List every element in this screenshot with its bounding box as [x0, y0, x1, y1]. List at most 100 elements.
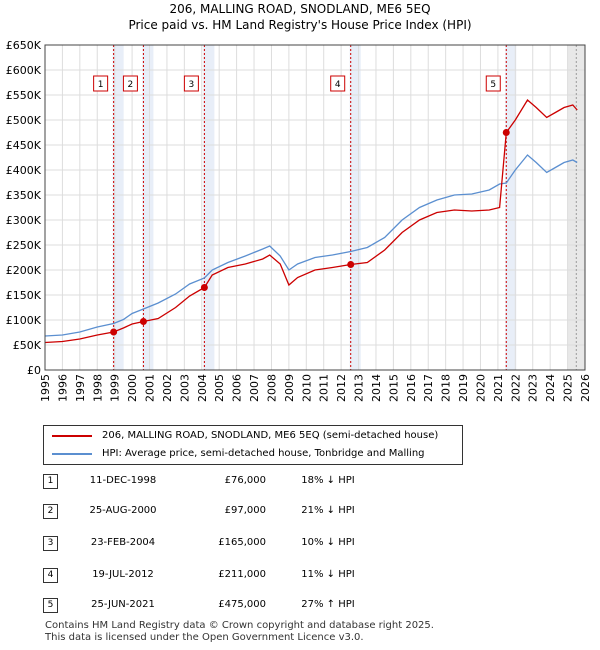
y-tick-label: £250K: [6, 239, 42, 252]
x-tick-label: 2017: [422, 374, 435, 402]
legend-swatch-property: [52, 435, 92, 437]
y-tick-label: £500K: [6, 114, 42, 127]
x-tick-label: 2004: [196, 374, 209, 402]
x-tick-label: 2009: [283, 374, 296, 402]
legend-label-property: 206, MALLING ROAD, SNODLAND, ME6 5EQ (se…: [102, 430, 439, 441]
x-tick-label: 2019: [457, 374, 470, 402]
table-row: 4 19-JUL-2012 £211,000 11% ↓ HPI: [43, 566, 463, 586]
sale-marker-label-5: 5: [490, 80, 496, 90]
sale-marker-box-2: [122, 75, 138, 92]
y-tick-label: £650K: [6, 39, 42, 52]
table-row: 3 23-FEB-2004 £165,000 10% ↓ HPI: [43, 534, 463, 554]
x-tick-label: 1999: [109, 374, 122, 402]
sale-marker-label-4: 4: [335, 80, 341, 90]
x-tick-label: 2016: [405, 374, 418, 402]
sale-point-4: [347, 261, 355, 268]
y-tick-label: £400K: [6, 164, 42, 177]
x-tick-label: 1996: [56, 374, 69, 402]
x-tick-label: 2000: [126, 374, 139, 402]
x-tick-label: 2006: [231, 374, 244, 402]
sale-marker-box-5: [485, 75, 501, 92]
legend-entry-hpi: HPI: Average price, semi-detached house,…: [52, 446, 425, 462]
sale-price: £165,000: [218, 537, 266, 548]
sale-band-2: [142, 45, 154, 370]
table-row: 1 11-DEC-1998 £76,000 18% ↓ HPI: [43, 472, 463, 492]
price-chart: 1 2 3 4 5 £0 £50K £100K £150K £200K £250K £300K £35…: [6, 39, 592, 402]
x-tick-label: 2003: [178, 374, 191, 402]
legend-label-hpi: HPI: Average price, semi-detached house,…: [102, 448, 425, 459]
x-tick-label: 2012: [335, 374, 348, 402]
sale-marker-box-1: [93, 75, 109, 92]
legend-swatch-hpi: [52, 453, 92, 455]
y-tick-label: £50K: [13, 339, 42, 352]
x-tick-label: 2007: [248, 374, 261, 402]
x-tick-label: 1998: [91, 374, 104, 402]
sale-marker-box-4: [330, 75, 346, 92]
sale-date: 19-JUL-2012: [92, 569, 154, 580]
y-tick-label: £600K: [6, 64, 42, 77]
y-tick-label: £550K: [6, 89, 42, 102]
sale-price: £76,000: [224, 475, 266, 486]
table-row: 5 25-JUN-2021 £475,000 27% ↑ HPI: [43, 596, 463, 616]
sale-hpi-diff: 27% ↑ HPI: [301, 599, 355, 610]
sale-number-badge: 3: [43, 536, 58, 551]
sale-hpi-diff: 10% ↓ HPI: [301, 537, 355, 548]
x-tick-label: 2005: [213, 374, 226, 402]
y-tick-label: £200K: [6, 264, 42, 277]
x-tick-label: 2010: [300, 374, 313, 402]
x-tick-label: 2020: [474, 374, 487, 402]
footer: Contains HM Land Registry data © Crown c…: [45, 620, 434, 644]
sale-point-5: [502, 129, 510, 136]
y-tick-label: £300K: [6, 214, 42, 227]
chart-legend: 206, MALLING ROAD, SNODLAND, ME6 5EQ (se…: [43, 425, 463, 465]
x-tick-label: 2015: [387, 374, 400, 402]
x-tick-label: 2024: [544, 374, 557, 402]
legend-entry-property: 206, MALLING ROAD, SNODLAND, ME6 5EQ (se…: [52, 428, 438, 444]
y-tick-label: £150K: [6, 289, 42, 302]
sale-number-badge: 1: [43, 474, 58, 489]
x-tick-label: 1997: [74, 374, 87, 402]
x-tick-label: 1995: [39, 374, 52, 402]
x-tick-label: 2018: [440, 374, 453, 402]
sale-band-5: [505, 45, 517, 370]
x-tick-label: 2002: [161, 374, 174, 402]
x-tick-label: 2025: [562, 374, 575, 402]
sale-number-badge: 2: [43, 504, 58, 519]
chart-subtitle: Price paid vs. HM Land Registry's House …: [128, 18, 472, 32]
x-tick-label: 2001: [144, 374, 157, 402]
footer-license: This data is licensed under the Open Gov…: [45, 632, 364, 643]
sale-marker-label-1: 1: [98, 80, 104, 90]
sale-number-badge: 5: [43, 598, 58, 613]
footer-copyright: Contains HM Land Registry data © Crown c…: [45, 620, 434, 631]
sale-point-3: [200, 284, 208, 291]
sale-date: 23-FEB-2004: [90, 537, 156, 548]
chart-title: 206, MALLING ROAD, SNODLAND, ME6 5EQ: [169, 2, 431, 16]
sale-band-3: [203, 45, 215, 370]
sale-hpi-diff: 21% ↓ HPI: [301, 505, 355, 516]
sale-date: 25-JUN-2021: [91, 599, 155, 610]
y-tick-label: £450K: [6, 139, 42, 152]
sale-marker-label-2: 2: [128, 80, 134, 90]
x-tick-label: 2013: [353, 374, 366, 402]
y-tick-label: £0: [27, 364, 41, 377]
sale-marker-label-3: 3: [189, 80, 195, 90]
sale-band-1: [112, 45, 124, 370]
x-tick-label: 2011: [318, 374, 331, 402]
x-tick-label: 2026: [579, 374, 592, 402]
sale-price: £211,000: [218, 569, 266, 580]
hpi-line: [44, 154, 578, 337]
x-tick-label: 2023: [527, 374, 540, 402]
x-tick-label: 2022: [509, 374, 522, 402]
x-tick-label: 2008: [265, 374, 278, 402]
forecast-band: [567, 45, 585, 370]
y-tick-label: £100K: [6, 314, 42, 327]
sale-marker-box-3: [183, 75, 199, 92]
sale-band-4: [349, 45, 361, 370]
plot-frame: [44, 44, 586, 371]
sale-price: £97,000: [224, 505, 266, 516]
sale-number-badge: 4: [43, 568, 58, 583]
y-tick-label: £350K: [6, 189, 42, 202]
x-tick-label: 2014: [370, 374, 383, 402]
sale-date: 11-DEC-1998: [89, 475, 157, 486]
sale-hpi-diff: 18% ↓ HPI: [301, 475, 355, 486]
